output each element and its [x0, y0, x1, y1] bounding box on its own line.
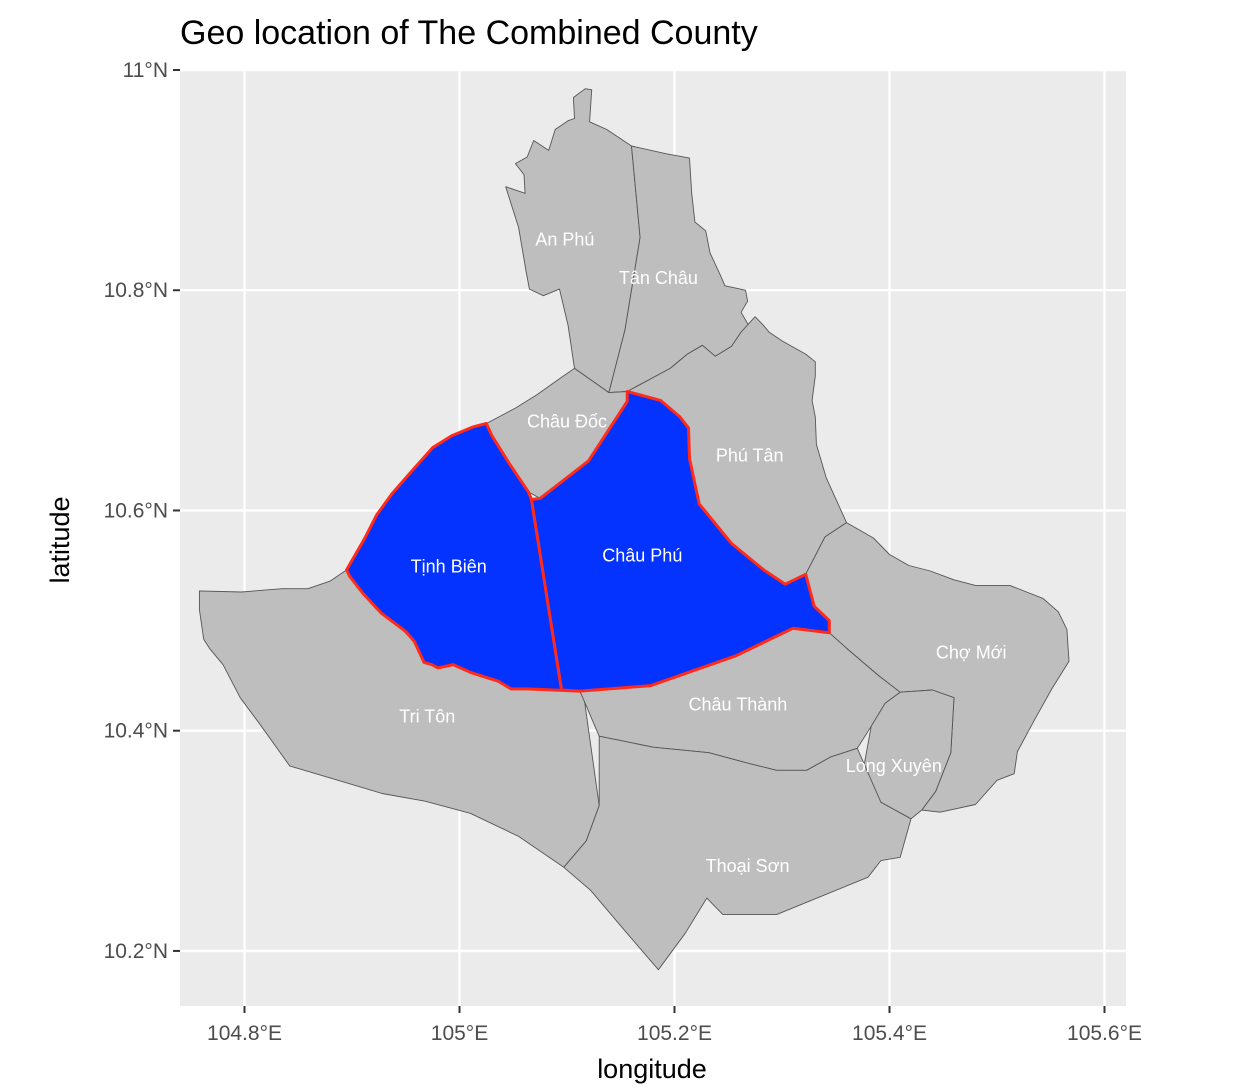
region-label-tri-ton: Tri Tôn: [399, 706, 455, 726]
x-tick-label: 104.8°E: [207, 1022, 282, 1045]
axes: 104.8°E 105°E 105.2°E 105.4°E 105.6°E 10.2°N 1…: [104, 59, 1142, 1045]
y-tick-label: 10.2°N: [104, 940, 168, 963]
x-axis-title: longitude: [597, 1054, 707, 1084]
region-label-chau-doc: Châu Đốc: [527, 411, 607, 431]
region-thoai-son: [563, 735, 912, 971]
regions: [198, 88, 1070, 971]
region-label-tinh-bien: Tịnh Biên: [411, 557, 487, 577]
y-axis-title: latitude: [45, 496, 75, 583]
region-label-phu-tan: Phú Tân: [716, 445, 784, 465]
region-label-long-xuyen: Long Xuyên: [846, 756, 942, 776]
region-label-cho-moi: Chợ Mới: [936, 643, 1007, 663]
region-label-thoai-son: Thoại Sơn: [706, 856, 790, 876]
x-tick-label: 105°E: [431, 1022, 488, 1045]
region-label-an-phu: An Phú: [535, 230, 594, 250]
region-label-tan-chau: Tân Châu: [619, 268, 698, 288]
region-labels: An Phú Tân Châu Phú Tân Châu Đốc Tịnh Biên Ch…: [399, 230, 1006, 877]
y-tick-label: 10.4°N: [104, 720, 168, 743]
highlighted-regions: [345, 390, 831, 693]
x-tick-label: 105.4°E: [852, 1022, 927, 1045]
region-label-chau-phu: Châu Phú: [602, 546, 682, 566]
region-label-chau-thanh: Châu Thành: [689, 694, 788, 714]
chart-title: Geo location of The Combined County: [180, 14, 758, 52]
x-tick-label: 105.6°E: [1067, 1022, 1142, 1045]
y-tick-label: 10.8°N: [104, 279, 168, 302]
y-tick-label: 11°N: [123, 59, 168, 82]
region-chau-phu: [530, 390, 831, 693]
x-tick-label: 105.2°E: [637, 1022, 712, 1045]
y-tick-label: 10.6°N: [104, 499, 168, 522]
